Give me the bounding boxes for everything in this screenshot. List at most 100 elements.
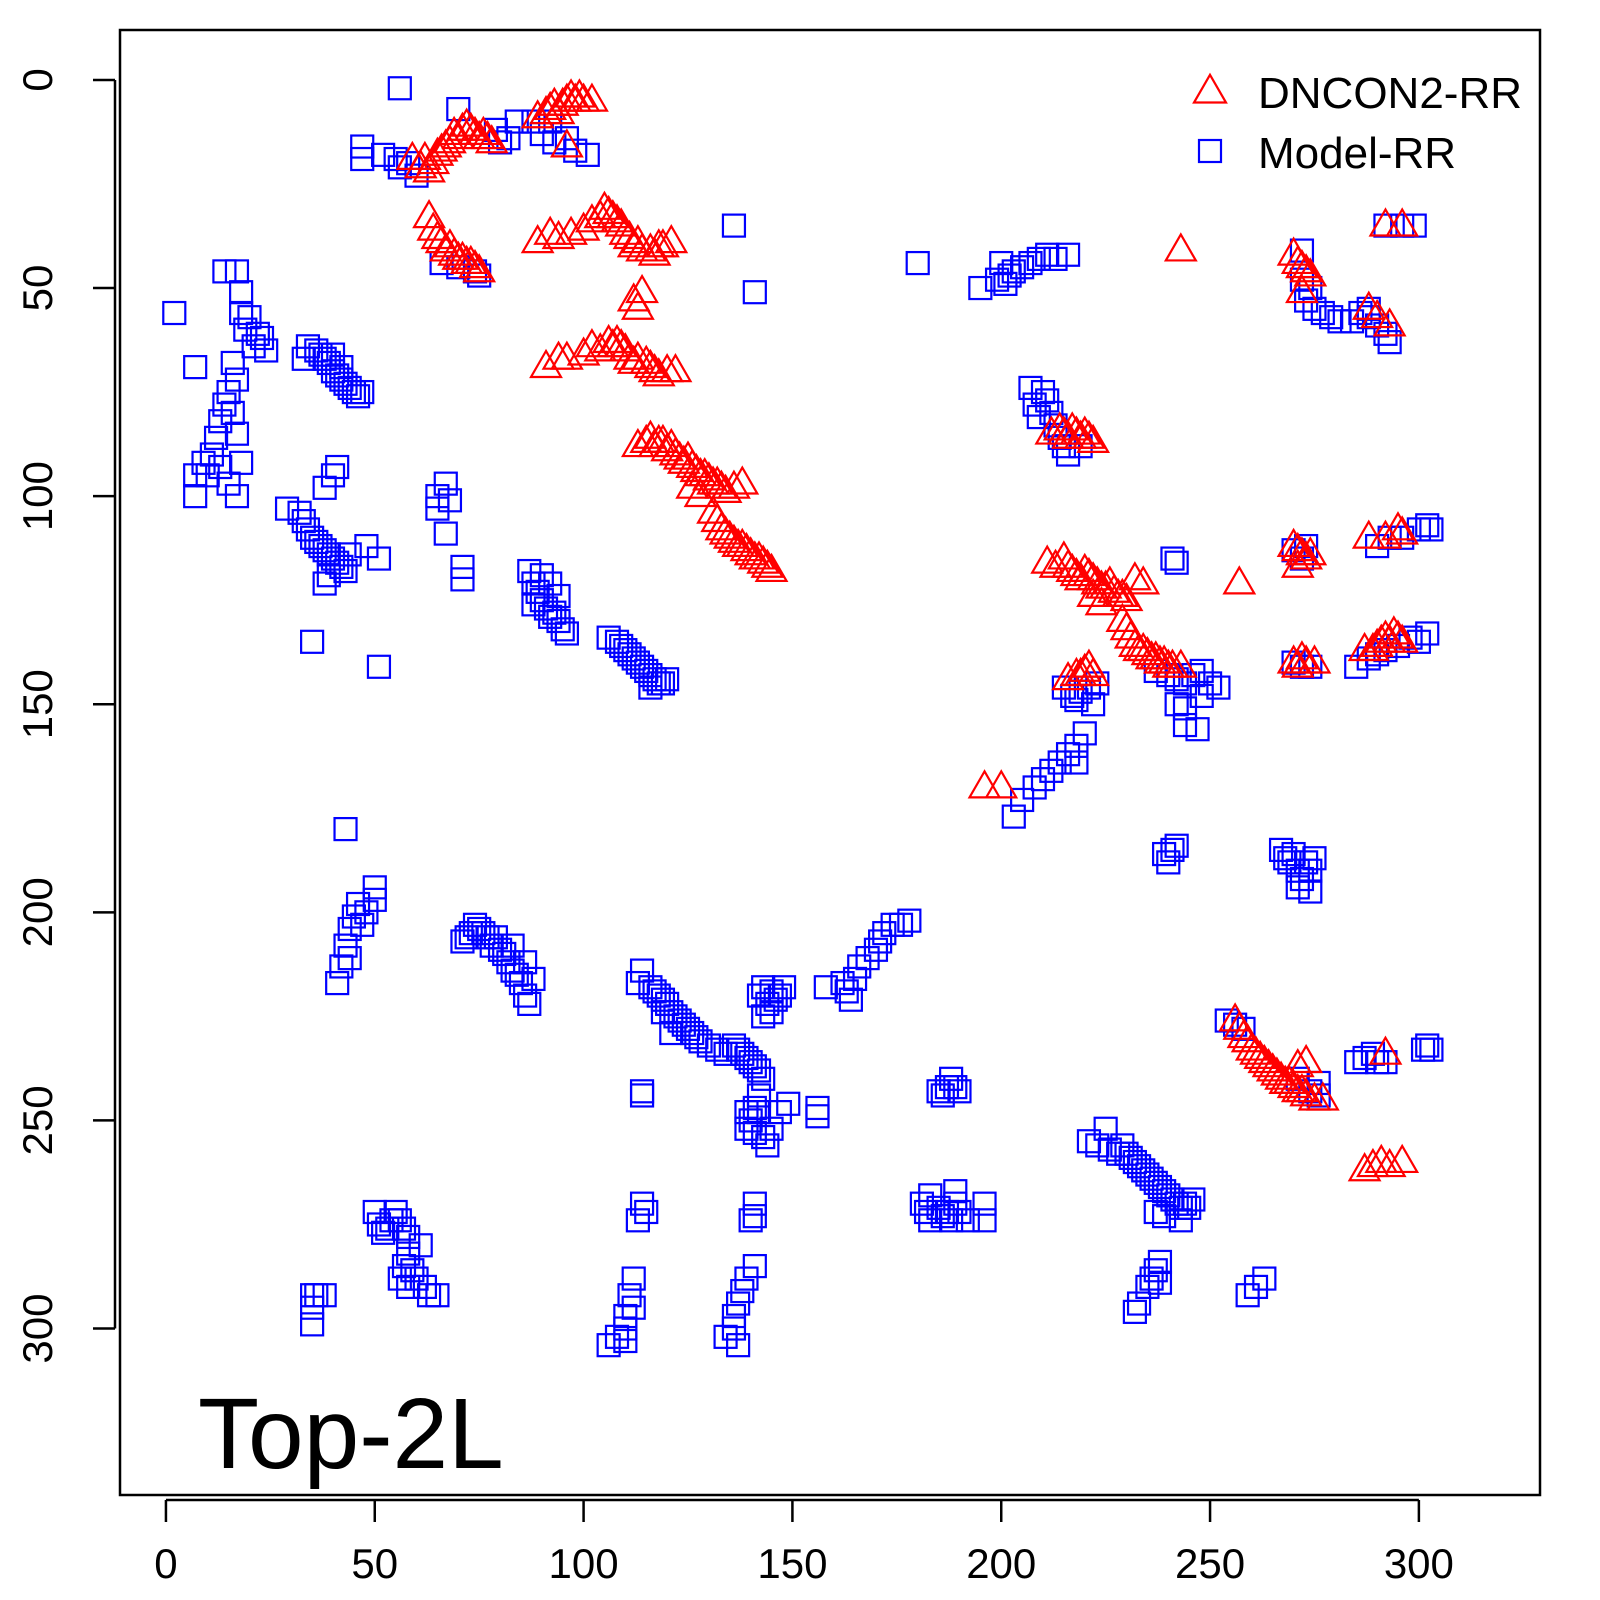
square-point (513, 950, 538, 975)
square-point (220, 400, 245, 425)
triangle-point (1372, 307, 1407, 337)
square-point (675, 1016, 701, 1041)
triangle-point (1381, 511, 1415, 541)
square-point (767, 983, 792, 1008)
square-point (738, 1208, 763, 1233)
square-point (396, 1224, 421, 1250)
square-point (1415, 1033, 1440, 1058)
triangle-point (675, 469, 710, 499)
square-point (337, 375, 362, 401)
square-point (1268, 837, 1294, 863)
square-point (183, 484, 208, 509)
square-point (596, 625, 621, 650)
square-point (1139, 1166, 1164, 1191)
square-point (320, 546, 346, 571)
square-point (751, 1004, 776, 1029)
square-point (734, 1116, 759, 1141)
square-point (458, 921, 483, 946)
square-point (746, 983, 772, 1008)
square-point (1064, 750, 1089, 775)
square-point (467, 916, 492, 942)
triangle-point (717, 523, 751, 553)
square-point (1197, 671, 1223, 696)
square-point (404, 1266, 429, 1291)
square-point (203, 425, 229, 450)
square-point (838, 987, 863, 1012)
triangle-point (712, 519, 747, 549)
triangle-point (1117, 627, 1152, 657)
square-point (224, 259, 250, 284)
triangle-point (1351, 519, 1386, 549)
square-point (341, 904, 366, 929)
triangle-point (629, 344, 664, 374)
square-point (1001, 259, 1026, 284)
square-point (667, 1008, 692, 1033)
square-point (396, 1241, 421, 1266)
square-point (621, 1295, 646, 1320)
triangle-point (708, 515, 743, 545)
square-point (533, 596, 559, 621)
square-point (742, 1054, 767, 1079)
square-point (350, 912, 375, 937)
legend: DNCON2-RR Model-RR (1192, 69, 1522, 178)
square-point (212, 392, 237, 417)
square-point (1172, 712, 1198, 738)
square-point (521, 592, 546, 617)
square-point (751, 975, 776, 1000)
triangle-point (1163, 648, 1198, 678)
square-point (216, 471, 241, 496)
square-point (1143, 1170, 1168, 1195)
square-point (1298, 879, 1323, 904)
square-point (1160, 837, 1185, 863)
square-point (621, 646, 646, 671)
triangle-point (453, 244, 488, 275)
triangle-point (650, 432, 685, 462)
square-point (721, 1303, 747, 1329)
square-point (1277, 850, 1302, 875)
square-point (1360, 1041, 1386, 1066)
triangle-point (458, 248, 492, 279)
x-tick-label: 250 (1175, 1540, 1245, 1587)
square-point (546, 583, 571, 609)
square-point (1030, 379, 1056, 405)
triangle-point (729, 531, 764, 562)
square-point (721, 1033, 747, 1058)
triangle-point (1272, 1064, 1307, 1094)
square-point (233, 317, 258, 342)
square-point (947, 1199, 972, 1225)
square-point (425, 1283, 450, 1308)
square-point (320, 463, 346, 488)
square-point (629, 654, 655, 679)
triangle-point (1255, 1052, 1290, 1082)
square-point (508, 970, 534, 996)
square-point (1402, 213, 1427, 238)
square-point (450, 554, 475, 579)
square-point (375, 1216, 400, 1241)
square-point (529, 563, 554, 588)
square-point (1010, 255, 1035, 280)
square-point (350, 134, 375, 159)
triangle-point (620, 290, 655, 320)
square-point (1097, 1137, 1122, 1162)
square-point (1152, 841, 1177, 867)
triangle-point (1381, 619, 1415, 649)
square-point (538, 571, 563, 596)
square-point (542, 600, 567, 625)
square-point (913, 1199, 939, 1225)
triangle-point (1289, 1043, 1324, 1074)
square-point (1181, 1187, 1206, 1212)
square-point (1147, 1174, 1173, 1200)
square-point (755, 991, 780, 1016)
panel-label: Top-2L (198, 1378, 504, 1490)
square-point (705, 1037, 730, 1062)
y-tick-label: 200 (14, 877, 61, 947)
square-point (287, 500, 312, 525)
square-point (308, 342, 333, 367)
square-point (726, 1333, 751, 1358)
y-tick-label: 50 (14, 265, 61, 312)
square-point (229, 300, 254, 326)
square-point (926, 1195, 951, 1220)
square-point (634, 1199, 659, 1225)
square-point (529, 588, 554, 613)
